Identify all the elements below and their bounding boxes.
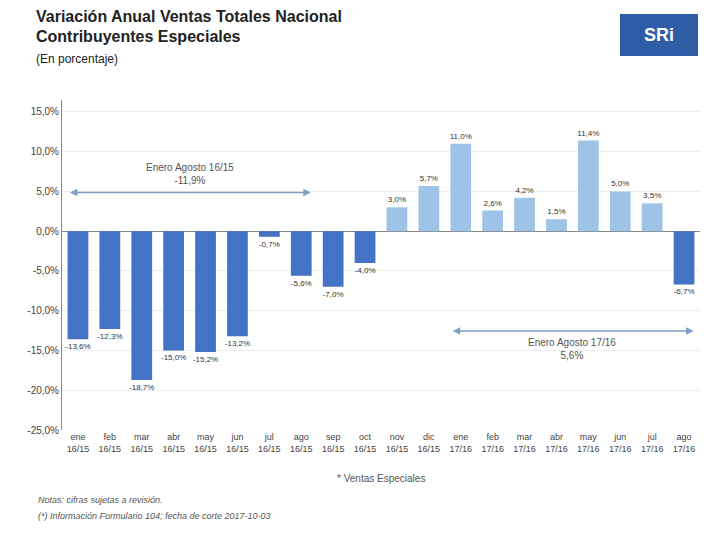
svg-text:Variación Anual Ventas Totales: Variación Anual Ventas Totales NacionalC… <box>36 8 342 67</box>
svg-text:-0,7%: -0,7% <box>259 240 280 249</box>
svg-text:3,5%: 3,5% <box>643 191 661 200</box>
svg-text:-10,0%: -10,0% <box>27 305 59 316</box>
svg-text:may16/15: may16/15 <box>194 432 217 454</box>
svg-text:1,5%: 1,5% <box>547 207 565 216</box>
svg-text:0,0%: 0,0% <box>36 226 59 237</box>
svg-text:may17/16: may17/16 <box>577 432 600 454</box>
svg-text:Enero Agosto 16/15-11,9%: Enero Agosto 16/15-11,9% <box>146 162 234 186</box>
svg-text:Enero Agosto 17/165,6%: Enero Agosto 17/165,6% <box>528 337 616 361</box>
svg-text:mar17/16: mar17/16 <box>513 432 536 454</box>
svg-text:jul17/16: jul17/16 <box>641 432 664 454</box>
svg-text:jun16/15: jun16/15 <box>226 432 249 454</box>
svg-text:jul16/15: jul16/15 <box>258 432 281 454</box>
svg-text:15,0%: 15,0% <box>31 106 59 117</box>
svg-text:oct16/15: oct16/15 <box>354 432 377 454</box>
svg-text:mar16/15: mar16/15 <box>130 432 153 454</box>
svg-text:-13,2%: -13,2% <box>225 339 250 348</box>
svg-text:ene16/15: ene16/15 <box>67 432 90 454</box>
svg-text:abr16/15: abr16/15 <box>162 432 185 454</box>
svg-text:-4,0%: -4,0% <box>355 266 376 275</box>
svg-text:Notas: cifras sujetas a revisi: Notas: cifras sujetas a revisión. <box>38 495 163 505</box>
svg-text:ago17/16: ago17/16 <box>673 432 696 454</box>
svg-text:nov16/15: nov16/15 <box>386 432 409 454</box>
svg-text:11,0%: 11,0% <box>450 132 472 141</box>
svg-text:* Ventas Especiales: * Ventas Especiales <box>337 473 425 484</box>
svg-text:-20,0%: -20,0% <box>27 385 59 396</box>
svg-text:ago16/15: ago16/15 <box>290 432 313 454</box>
svg-text:10,0%: 10,0% <box>31 146 59 157</box>
svg-text:5,0%: 5,0% <box>611 179 629 188</box>
svg-text:-5,6%: -5,6% <box>291 279 312 288</box>
svg-text:-12,3%: -12,3% <box>97 332 122 341</box>
svg-text:feb16/15: feb16/15 <box>99 432 122 454</box>
svg-text:11,4%: 11,4% <box>577 129 599 138</box>
svg-text:-15,2%: -15,2% <box>193 355 218 364</box>
svg-text:ene17/16: ene17/16 <box>449 432 472 454</box>
svg-text:5,7%: 5,7% <box>420 174 438 183</box>
svg-text:(*) Información Formulario 104: (*) Información Formulario 104; fecha de… <box>38 511 271 521</box>
svg-text:-18,7%: -18,7% <box>129 383 154 392</box>
svg-text:4,2%: 4,2% <box>515 186 533 195</box>
svg-text:-5,0%: -5,0% <box>33 265 59 276</box>
svg-text:abr17/16: abr17/16 <box>545 432 568 454</box>
svg-text:feb17/16: feb17/16 <box>481 432 504 454</box>
svg-text:dic16/15: dic16/15 <box>418 432 441 454</box>
svg-text:-6,7%: -6,7% <box>674 287 695 296</box>
svg-text:2,6%: 2,6% <box>484 199 502 208</box>
svg-text:-7,0%: -7,0% <box>323 290 344 299</box>
svg-text:SRi: SRi <box>644 25 674 45</box>
svg-text:-13,6%: -13,6% <box>65 342 90 351</box>
svg-text:-15,0%: -15,0% <box>161 353 186 362</box>
svg-text:3,0%: 3,0% <box>388 195 406 204</box>
svg-text:5,0%: 5,0% <box>36 186 59 197</box>
svg-text:-25,0%: -25,0% <box>27 425 59 436</box>
svg-text:jun17/16: jun17/16 <box>609 432 632 454</box>
svg-text:sep16/15: sep16/15 <box>322 432 345 454</box>
svg-text:-15,0%: -15,0% <box>27 345 59 356</box>
